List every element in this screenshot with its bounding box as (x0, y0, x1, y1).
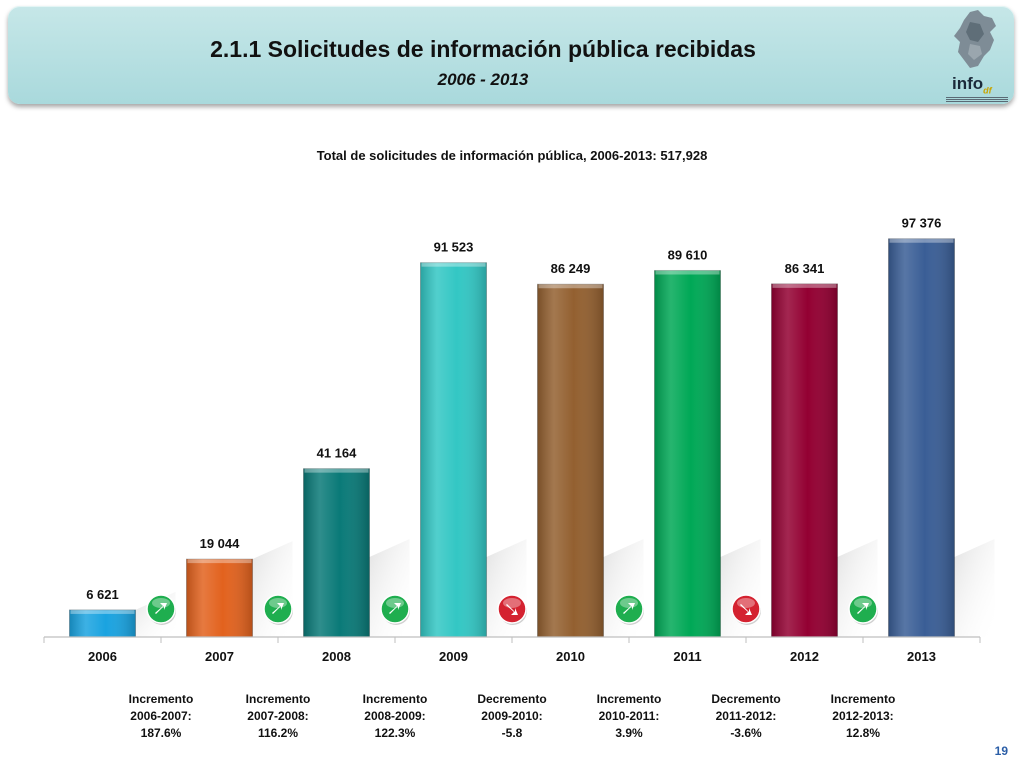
bar-top-bevel (655, 270, 720, 275)
map-icon (954, 10, 996, 68)
bar-top-bevel (772, 283, 837, 288)
x-tick-label: 2012 (790, 649, 819, 664)
bar-sheen (69, 609, 136, 637)
bar-sheen (186, 559, 253, 637)
bar-top-bevel (538, 284, 603, 289)
arrow-glyph (155, 603, 167, 614)
change-label: Incremento (597, 692, 662, 706)
data-label: 86 249 (551, 261, 591, 276)
arrow-glyph (740, 604, 752, 615)
data-label: 89 610 (668, 247, 708, 262)
change-label: 187.6% (141, 726, 182, 740)
change-label: 12.8% (846, 726, 880, 740)
data-label: 19 044 (200, 536, 241, 551)
x-tick-label: 2009 (439, 649, 468, 664)
bar-top-bevel (889, 238, 954, 243)
bar-sheen (420, 262, 487, 637)
change-label: Incremento (129, 692, 194, 706)
x-tick-label: 2006 (88, 649, 117, 664)
x-tick-label: 2011 (673, 649, 701, 664)
change-label: Incremento (831, 692, 896, 706)
bar-shadow (954, 539, 995, 637)
x-tick-label: 2007 (205, 649, 234, 664)
data-label: 86 341 (785, 261, 825, 276)
arrow-glyph (389, 603, 401, 614)
bar-sheen (771, 283, 838, 637)
change-label: Decremento (711, 692, 780, 706)
logo-wordmark: infodf (952, 74, 992, 96)
change-label: Decremento (477, 692, 546, 706)
bar-top-bevel (304, 468, 369, 473)
change-label: 3.9% (615, 726, 643, 740)
change-label: Incremento (246, 692, 311, 706)
bar-sheen (654, 270, 721, 637)
change-label: 2007-2008: (247, 709, 308, 723)
bar-top-bevel (70, 609, 135, 614)
change-label: 2012-2013: (832, 709, 893, 723)
change-label: 2009-2010: (481, 709, 542, 723)
x-tick-label: 2010 (556, 649, 585, 664)
data-label: 41 164 (317, 446, 358, 461)
bar-sheen (888, 238, 955, 637)
indicator-highlight (503, 598, 521, 608)
chart-title: Total de solicitudes de información públ… (316, 148, 708, 163)
arrow-glyph (506, 604, 518, 615)
arrow-glyph (272, 603, 284, 614)
change-label: Incremento (363, 692, 428, 706)
change-label: -3.6% (730, 726, 762, 740)
page-subtitle: 2006 - 2013 (437, 70, 529, 89)
bar-top-bevel (421, 262, 486, 267)
infodf-logo: infodf (940, 8, 1010, 104)
data-label: 91 523 (434, 240, 474, 255)
bar-top-bevel (187, 559, 252, 564)
change-label: -5.8 (502, 726, 523, 740)
data-label: 6 621 (86, 587, 119, 602)
x-tick-label: 2008 (322, 649, 351, 664)
title-banner: 2.1.1 Solicitudes de información pública… (8, 6, 1014, 104)
page-title: 2.1.1 Solicitudes de información pública… (210, 36, 756, 62)
change-label: 2011-2012: (716, 709, 777, 723)
change-label: 2008-2009: (364, 709, 425, 723)
logo-fine-print (946, 96, 1008, 104)
change-label: 122.3% (375, 726, 416, 740)
change-label: 2010-2011: (599, 709, 660, 723)
arrow-glyph (857, 603, 869, 614)
bar-sheen (303, 468, 370, 637)
page-number: 19 (994, 744, 1008, 758)
x-tick-label: 2013 (907, 649, 936, 664)
data-label: 97 376 (902, 216, 942, 231)
change-label: 116.2% (258, 726, 298, 740)
bar-sheen (537, 284, 604, 637)
indicator-highlight (737, 598, 755, 608)
arrow-glyph (623, 603, 635, 614)
change-label: 2006-2007: (130, 709, 191, 723)
